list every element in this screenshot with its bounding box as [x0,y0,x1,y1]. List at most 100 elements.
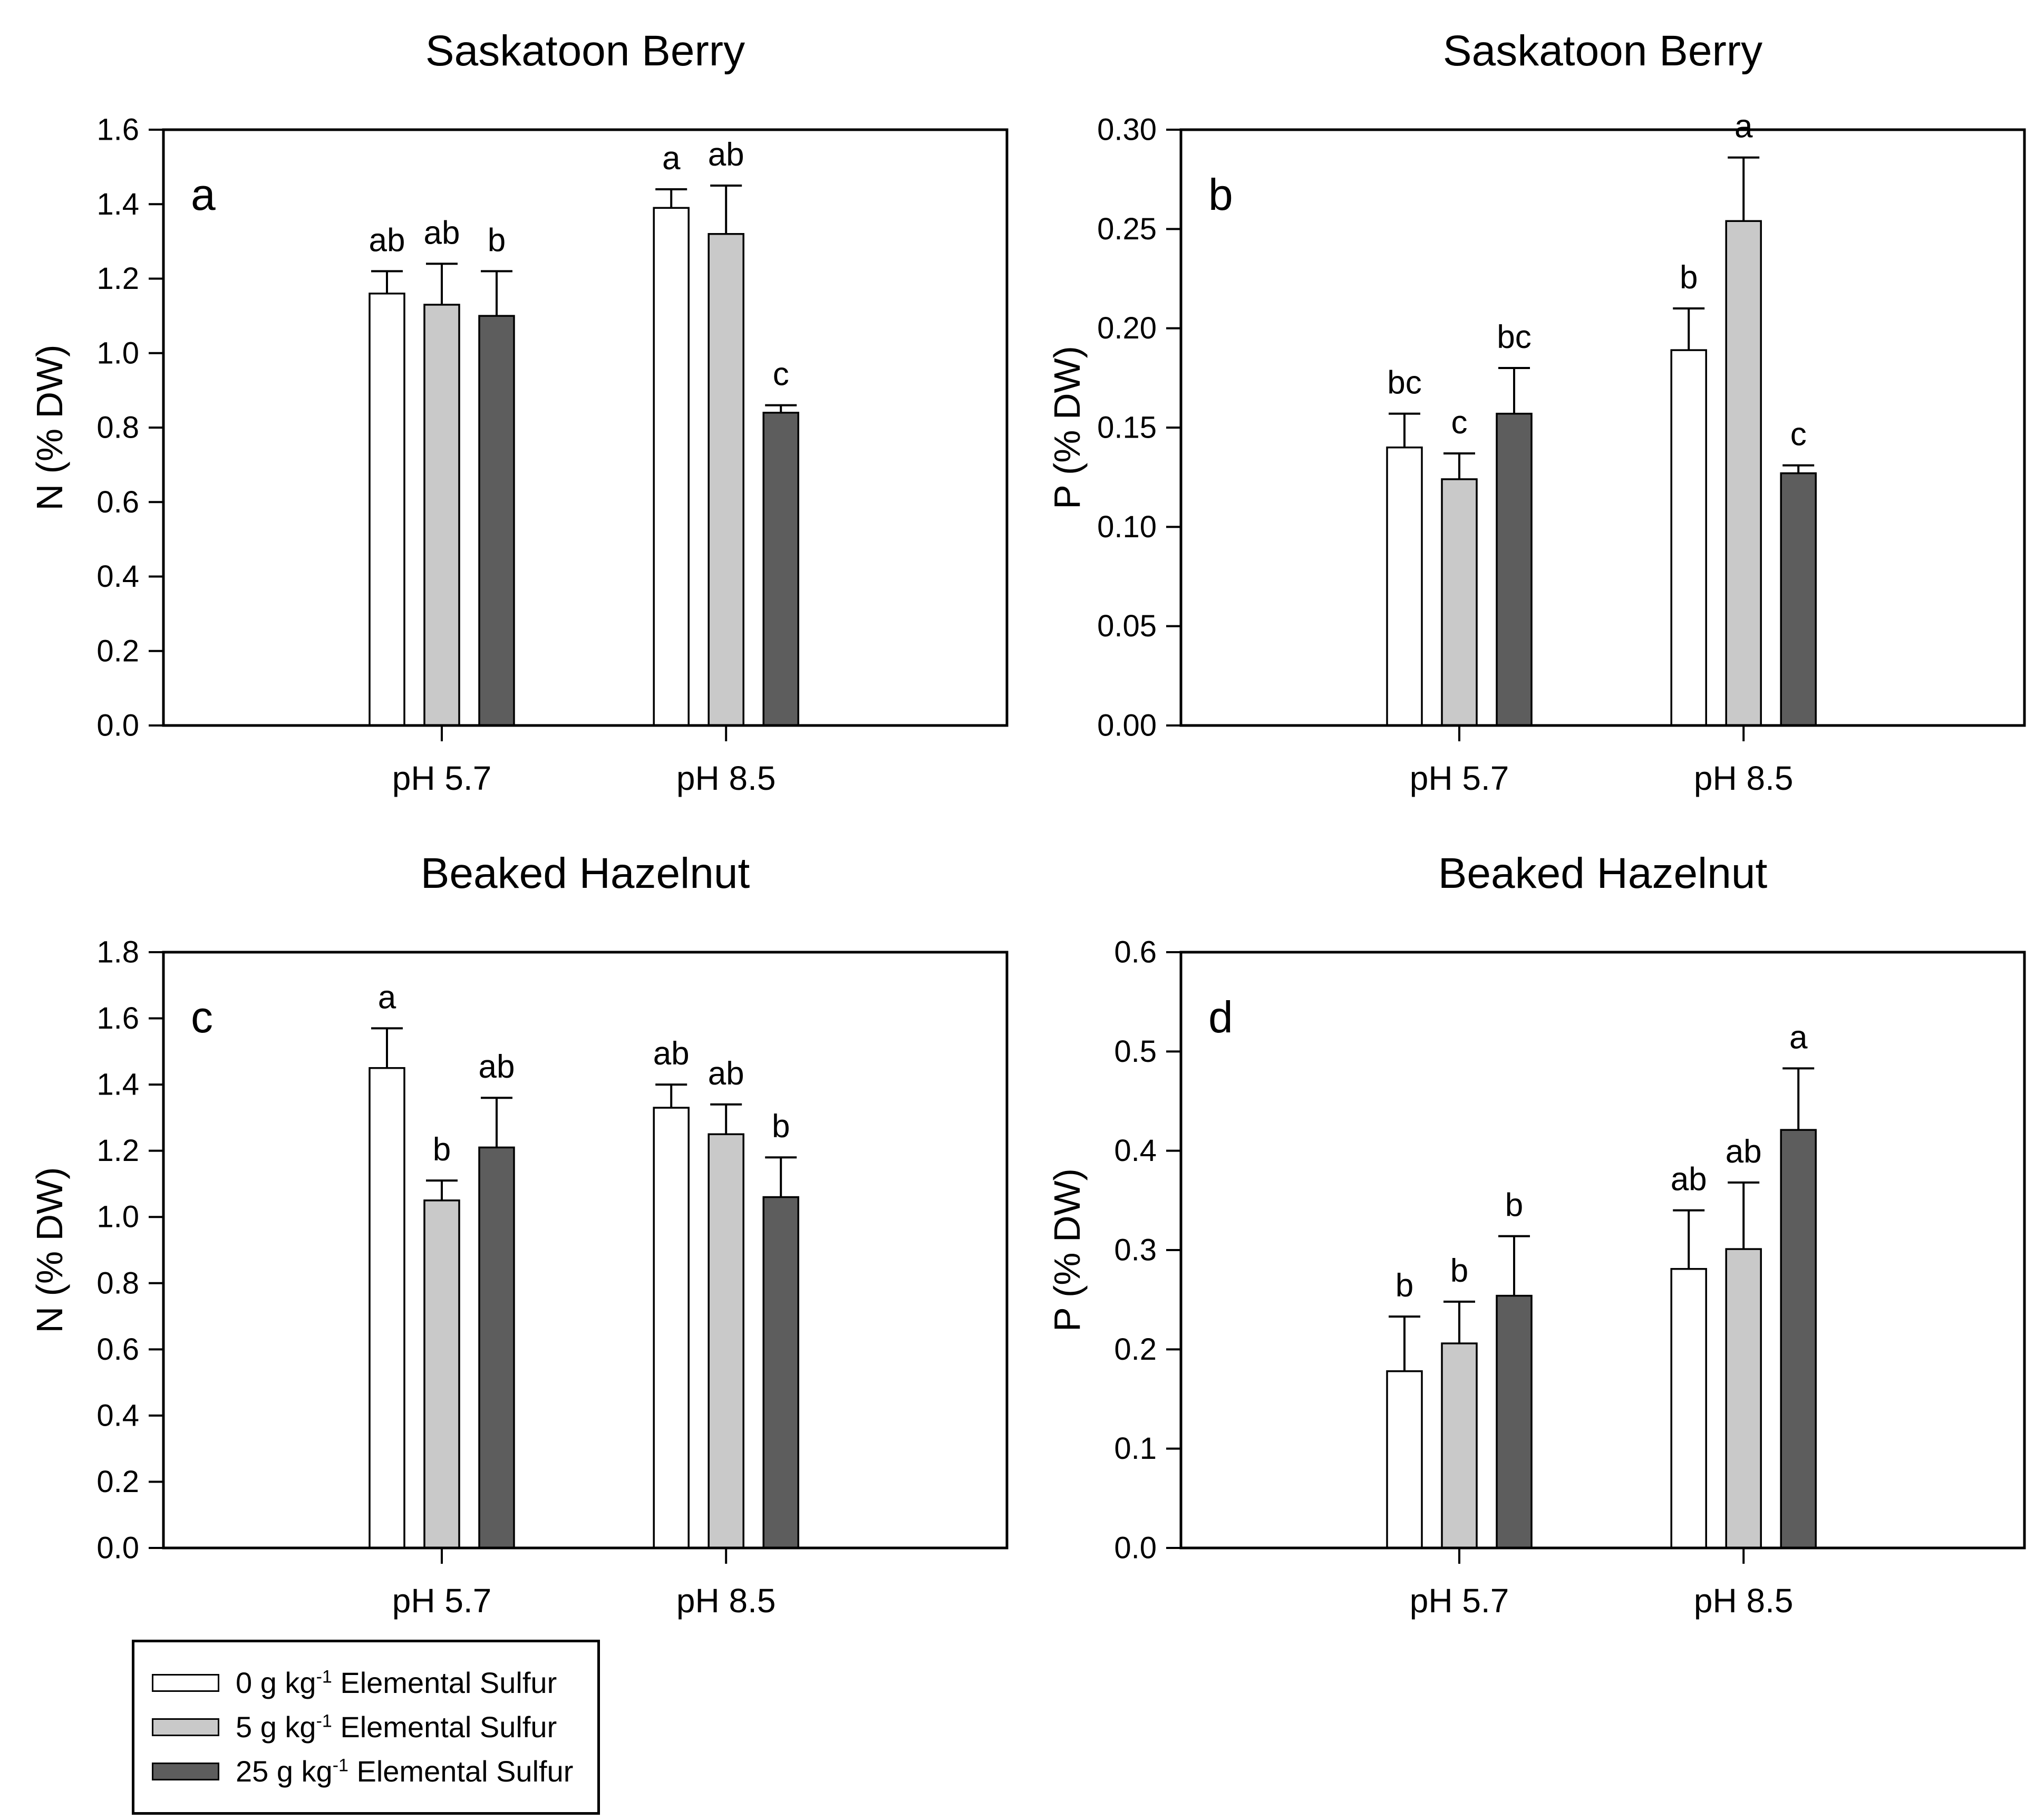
significance-letter: bc [1497,319,1531,355]
y-tick-label: 0.15 [1097,411,1157,445]
plot-box [1179,128,2026,727]
bar [1496,1294,1533,1549]
y-tick-label: 1.4 [96,1068,139,1102]
legend-label-text: 0 g kg [236,1666,316,1699]
significance-letter: b [1396,1267,1413,1304]
bar [1386,446,1423,727]
significance-letter: c [773,356,789,393]
y-tick-label: 1.2 [96,1134,139,1168]
chart-panel-d: b ab b ab b a 0.0 0.1 0.2 0.3 0.4 0.5 0.6 pH 5.7 pH 8.… [1046,849,2026,1620]
panel-title: Beaked Hazelnut [1438,849,1768,897]
legend-label-text: Elemental Sulfur [348,1755,574,1788]
x-category-label: pH 8.5 [676,1582,776,1620]
legend-label-25g: 25 g kg-1 Elemental Sulfur [236,1755,574,1788]
y-tick-label: 0.6 [1114,935,1157,970]
significance-letter: ab [1726,1134,1762,1170]
y-tick-label: 0.0 [1114,1531,1157,1565]
panel-title: Saskatoon Berry [1443,27,1762,75]
legend-swatch-0g [152,1674,219,1692]
x-category-label: pH 8.5 [1694,759,1794,797]
significance-letter: bc [1387,365,1421,401]
y-tick-label: 1.0 [96,1200,139,1234]
significance-letter: ab [708,137,744,173]
significance-letter: b [488,222,506,258]
x-category-label: pH 8.5 [1694,1582,1794,1620]
significance-letter: ab [424,215,460,251]
chart-panel-c: aabbababb0.00.20.40.60.81.01.21.41.61.8p… [29,849,1009,1620]
significance-letter: a [378,979,396,1015]
bar [762,1196,799,1549]
y-tick-label: 1.2 [96,262,139,296]
bar [1780,472,1817,727]
significance-letter: c [1790,417,1807,453]
legend-label-text: Elemental Sulfur [332,1710,557,1744]
bar [653,1107,690,1549]
bar [762,412,799,727]
bar [478,1146,515,1549]
y-tick-label: 0.3 [1114,1233,1157,1267]
significance-letter: ab [479,1049,515,1085]
y-tick-label: 0.8 [96,411,139,445]
y-axis-label: N (% DW) [29,1167,70,1333]
y-tick-label: 0.05 [1097,609,1157,643]
legend-item-25g: 25 g kg-1 Elemental Sulfur [152,1755,597,1788]
bar [1670,1268,1707,1549]
significance-letter: b [1450,1253,1468,1289]
y-tick-label: 1.6 [96,1001,139,1035]
y-tick-label: 0.10 [1097,510,1157,544]
panel-title: Saskatoon Berry [425,27,745,75]
x-category-label: pH 5.7 [392,1582,492,1620]
y-tick-label: 0.2 [1114,1332,1157,1367]
bar [1780,1129,1817,1549]
y-tick-label: 1.6 [96,113,139,147]
y-tick-label: 1.8 [96,935,139,970]
bar [1441,478,1478,727]
panel-title: Beaked Hazelnut [421,849,750,897]
legend-item-5g: 5 g kg-1 Elemental Sulfur [152,1712,597,1742]
y-tick-label: 1.0 [96,336,139,370]
bar [423,1199,460,1549]
significance-letter: c [1451,404,1468,441]
significance-letter: a [662,140,681,177]
bar [1386,1370,1423,1549]
significance-letter: ab [1671,1161,1707,1198]
y-tick-label: 0.20 [1097,311,1157,345]
legend-label-5g: 5 g kg-1 Elemental Sulfur [236,1712,557,1742]
bar [708,1133,744,1549]
y-tick-label: 0.4 [1114,1134,1157,1168]
y-tick-label: 0.0 [96,709,139,743]
panel-c-beaked-hazelnut-n: a ab b ab ab b 0.0 0.2 0.4 0.6 0.8 1.0 1.2 1.4 1.6 1.8 p… [21,831,1039,1645]
y-tick-label: 0.0 [96,1531,139,1565]
y-tick-label: 0.2 [96,1465,139,1499]
significance-letter: b [772,1108,790,1145]
significance-letter: ab [653,1035,690,1072]
legend-label-text: 5 g kg [236,1710,316,1744]
y-tick-label: 0.1 [1114,1431,1157,1466]
y-tick-label: 0.4 [96,559,139,594]
y-axis-label: P (% DW) [1046,1168,1088,1332]
panel-d-beaked-hazelnut-p: b ab b ab b a 0.0 0.1 0.2 0.3 0.4 0.5 0.6 pH 5.7 pH 8.… [1039,831,2035,1645]
y-tick-label: 0.00 [1097,709,1157,743]
panel-letter: c [191,992,213,1042]
panel-a-saskatoon-berry-n: ab a ab ab b c 0.0 0.2 0.4 0.6 0.8 1.0 1.2 1.4 1.6 pH 5… [21,8,1039,823]
panel-letter: d [1208,992,1233,1042]
significance-letter: a [1734,109,1753,145]
legend-item-0g: 0 g kg-1 Elemental Sulfur [152,1668,597,1698]
panel-letter: b [1208,170,1233,219]
bar [1725,220,1762,727]
y-tick-label: 0.6 [96,1332,139,1367]
x-category-label: pH 8.5 [676,759,776,797]
bar [1670,349,1707,727]
legend-label-text: Elemental Sulfur [332,1666,557,1699]
y-tick-label: 1.4 [96,187,139,221]
y-axis-label: N (% DW) [29,345,70,511]
bar [1441,1342,1478,1549]
bar [423,304,460,727]
bar [478,315,515,727]
x-category-label: pH 5.7 [1410,1582,1509,1620]
significance-letter: ab [369,222,405,258]
bar [708,233,744,727]
bar [653,207,690,727]
